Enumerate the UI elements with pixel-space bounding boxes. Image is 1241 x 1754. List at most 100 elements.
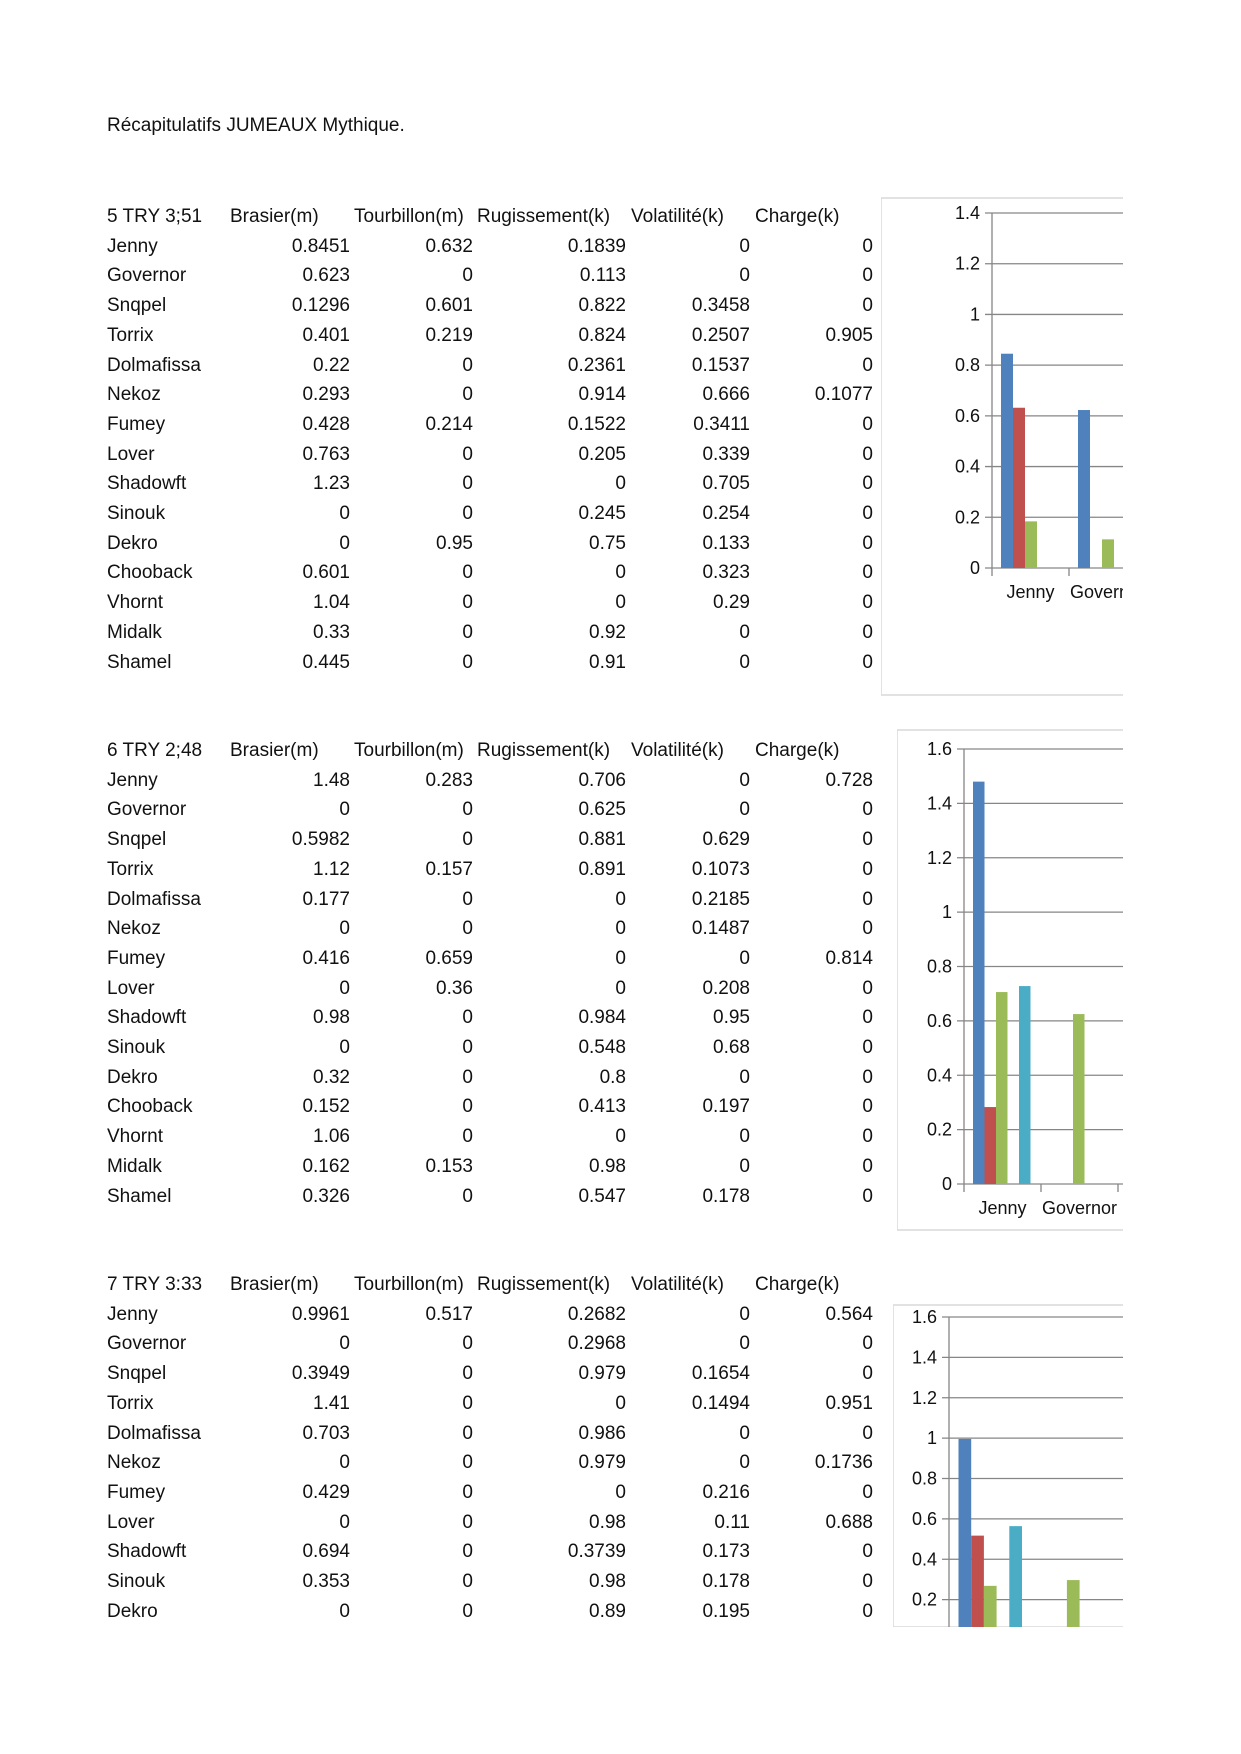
cell-value: 0.951 xyxy=(825,1392,873,1414)
cell-value: 0 xyxy=(862,651,873,673)
cell-value: 0 xyxy=(862,1571,873,1592)
cell-value: 0.173 xyxy=(702,1541,750,1563)
bar xyxy=(973,781,985,1184)
cell-value: 0.8451 xyxy=(291,235,350,257)
cell-value: 0 xyxy=(862,977,873,999)
cell-value: 0 xyxy=(615,977,626,999)
cell-value: 0 xyxy=(339,977,350,999)
cell-value: 0 xyxy=(462,621,473,643)
cell-value: 0 xyxy=(739,265,750,287)
bar xyxy=(1001,353,1013,568)
row-name: Shamel xyxy=(107,1185,172,1207)
y-tick-label: 1.2 xyxy=(927,848,952,868)
cell-value: 1.41 xyxy=(313,1392,350,1414)
cell-value: 0 xyxy=(462,1481,473,1503)
cell-value: 0.728 xyxy=(825,769,873,791)
cell-value: 0 xyxy=(462,1541,473,1563)
row-name: Torrix xyxy=(107,858,154,880)
cell-value: 0.36 xyxy=(436,977,473,999)
cell-value: 0.2361 xyxy=(567,354,626,376)
cell-value: 0.216 xyxy=(702,1481,750,1503)
cell-value: 0.245 xyxy=(578,503,626,524)
cell-value: 0.353 xyxy=(302,1571,350,1592)
cell-value: 0 xyxy=(739,1303,750,1325)
chart-1: 0 0.2 0.4 0.6 0.8 1 1.2 1.4 Jenny Governor xyxy=(881,197,1123,696)
cell-value: 0.413 xyxy=(578,1096,626,1118)
cell-value: 0.208 xyxy=(702,977,750,999)
cell-value: 0.2682 xyxy=(567,1303,626,1325)
row-name: Fumey xyxy=(107,1481,166,1503)
cell-value: 0.133 xyxy=(702,532,750,554)
cell-value: 0 xyxy=(462,1511,473,1533)
y-tick-label: 1 xyxy=(970,304,980,324)
x-category-label: Jenny xyxy=(966,1654,1014,1674)
cell-value: 0.8 xyxy=(599,1066,626,1088)
row-name: Dolmafissa xyxy=(107,354,201,376)
cell-value: 0 xyxy=(462,562,473,584)
cell-value: 0.254 xyxy=(702,503,750,524)
cell-value: 0 xyxy=(862,413,873,435)
cell-value: 0 xyxy=(339,799,350,821)
y-tick-label: 0 xyxy=(970,558,980,578)
cell-value: 0 xyxy=(862,1600,873,1622)
y-tick-label: 0.2 xyxy=(955,507,980,527)
cell-value: 0.1487 xyxy=(691,918,750,940)
cell-value: 0.625 xyxy=(578,799,626,821)
cell-value: 0.429 xyxy=(302,1481,350,1503)
cell-value: 0.32 xyxy=(313,1066,350,1088)
cell-value: 0 xyxy=(615,1481,626,1503)
cell-value: 0 xyxy=(462,1422,473,1444)
cell-value: 0.339 xyxy=(702,443,750,465)
cell-value: 0.177 xyxy=(302,888,350,910)
y-tick-label: 1.4 xyxy=(927,793,952,813)
cell-value: 0 xyxy=(739,1333,750,1355)
cell-value: 0.22 xyxy=(313,354,350,376)
cell-value: 0.814 xyxy=(825,947,873,969)
cell-value: 0 xyxy=(739,621,750,643)
cell-value: 0 xyxy=(615,473,626,495)
column-header: Brasier(m) xyxy=(230,740,319,761)
row-name: Chooback xyxy=(107,1096,193,1118)
row-name: Jenny xyxy=(107,769,158,791)
cell-value: 0.1654 xyxy=(691,1363,750,1385)
column-header: Volatilité(k) xyxy=(631,1274,724,1295)
row-name: Nekoz xyxy=(107,918,161,940)
bar xyxy=(1066,1580,1080,1627)
cell-value: 0 xyxy=(339,1037,350,1058)
bar xyxy=(984,1107,996,1184)
cell-value: 0 xyxy=(462,473,473,495)
column-header: Tourbillon(m) xyxy=(354,206,464,227)
cell-value: 0.688 xyxy=(825,1511,873,1533)
cell-value: 0.694 xyxy=(302,1541,350,1563)
cell-value: 0.197 xyxy=(702,1096,750,1118)
cell-value: 0 xyxy=(862,503,873,524)
bar xyxy=(1019,986,1031,1184)
y-tick-label: 0.8 xyxy=(955,355,980,375)
cell-value: 0 xyxy=(462,829,473,851)
cell-value: 0.1073 xyxy=(691,858,750,880)
cell-value: 0 xyxy=(462,443,473,465)
cell-value: 0.881 xyxy=(578,829,626,851)
cell-value: 0.157 xyxy=(425,858,473,880)
cell-value: 0.706 xyxy=(578,769,626,791)
cell-value: 0.632 xyxy=(425,235,473,257)
cell-value: 0.162 xyxy=(302,1155,350,1177)
cell-value: 0.214 xyxy=(425,413,473,435)
cell-value: 0.152 xyxy=(302,1096,350,1118)
cell-value: 0.601 xyxy=(302,562,350,584)
cell-value: 0 xyxy=(739,651,750,673)
cell-value: 0 xyxy=(862,1037,873,1058)
column-header: Charge(k) xyxy=(755,206,840,227)
cell-value: 0 xyxy=(862,829,873,851)
cell-value: 0 xyxy=(462,265,473,287)
cell-value: 0 xyxy=(462,799,473,821)
y-tick-label: 0.2 xyxy=(927,1120,952,1140)
cell-value: 0 xyxy=(862,473,873,495)
cell-value: 0.548 xyxy=(578,1037,626,1058)
cell-value: 0 xyxy=(862,1363,873,1385)
y-tick-label: 0.4 xyxy=(927,1065,952,1085)
cell-value: 0 xyxy=(862,858,873,880)
y-tick-label: 0.6 xyxy=(912,1509,937,1529)
document-title: Récapitulatifs JUMEAUX Mythique. xyxy=(107,115,405,136)
